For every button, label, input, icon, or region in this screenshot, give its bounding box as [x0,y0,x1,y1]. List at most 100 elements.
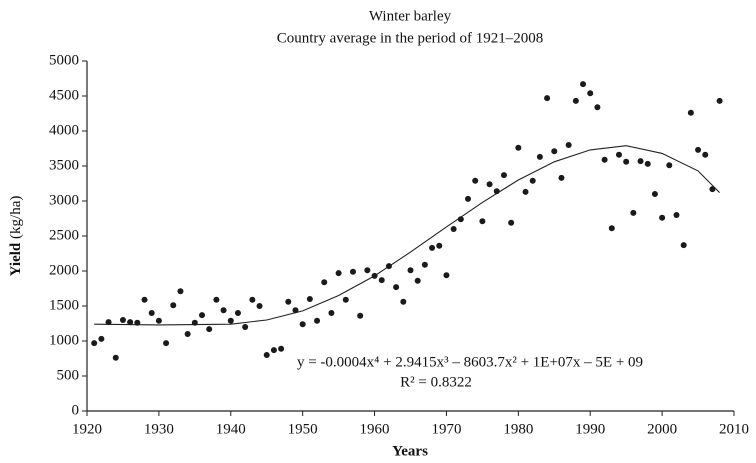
point [314,317,321,324]
y-tick-label: 3000 [49,192,79,208]
point [421,261,428,268]
point [278,345,285,352]
point [119,317,126,323]
point [155,317,162,324]
point [378,277,385,284]
point [256,303,263,309]
y-tick-label: 5000 [49,52,79,68]
point [393,284,400,291]
point [170,302,177,309]
point [364,267,371,274]
point [659,214,666,221]
point [385,263,392,270]
point [163,340,170,347]
point [615,151,622,158]
point [695,146,702,153]
point [558,174,565,181]
point [220,307,227,314]
point [335,270,342,277]
point [242,324,249,330]
x-tick-label: 1950 [288,421,318,437]
x-axis-label: Years [392,443,428,459]
x-tick-label: 1920 [72,421,102,437]
point [112,354,119,361]
point [544,95,551,102]
point [141,296,148,303]
point [177,288,184,295]
point [651,191,658,197]
point [515,144,522,151]
point [436,242,443,249]
point [457,216,464,223]
point [328,310,335,316]
point [292,307,299,314]
point [594,104,601,111]
y-tick-label: 0 [72,402,80,418]
chart-title: Winter barley [369,8,452,24]
r-squared: R² = 0.8322 [400,374,472,390]
y-label-unit: (kg/ha) [8,196,24,239]
chart-subtitle: Country average in the period of 1921–20… [277,30,544,46]
point [465,195,472,202]
y-tick-label: 500 [57,367,80,383]
equation: y = -0.0004x⁴ + 2.9415x³ – 8603.7x² + 1E… [297,354,643,370]
point [91,340,98,347]
point [572,97,579,104]
y-label-main: Yield [8,242,24,276]
point [493,188,500,195]
x-tick-label: 2000 [647,421,677,437]
point [630,209,637,216]
point [608,225,615,232]
point [357,312,364,319]
point [199,312,206,319]
y-tick-label: 4500 [49,87,79,103]
point [299,321,306,328]
x-tick-label: 1990 [575,421,605,437]
x-tick-label: 1980 [503,421,533,437]
x-tick-label: 1930 [144,421,174,437]
point [716,97,723,104]
point [709,186,716,193]
y-tick-label: 4000 [49,122,79,138]
point [134,319,141,326]
point [285,298,292,305]
x-tick-label: 1970 [431,421,461,437]
point [601,156,608,163]
point [191,319,198,326]
y-tick-label: 1000 [49,332,79,348]
y-tick-label: 1500 [49,297,79,313]
point [666,162,673,169]
x-tick-label: 1940 [216,421,246,437]
trendline [94,145,721,326]
point [623,158,630,165]
point [450,226,457,232]
point [472,177,479,184]
point [429,244,436,251]
point [234,310,241,316]
point [105,319,112,326]
y-axis-label: Yield (kg/ha) [8,196,24,277]
point [443,272,450,279]
point [673,212,680,218]
point [551,148,558,155]
point [500,172,507,179]
point [321,279,328,286]
x-tick-label: 1960 [360,421,390,437]
y-tick-label: 2000 [49,262,79,278]
point [486,181,493,188]
point [213,296,220,303]
x-tick-label: 2010 [719,421,749,437]
point [637,158,644,165]
point [529,177,536,184]
point [371,272,378,279]
point [565,142,572,148]
point [407,267,414,274]
point [702,151,709,158]
point [263,352,270,358]
point [249,296,256,303]
point [522,188,529,195]
point [227,317,234,324]
point [400,298,407,305]
point [479,218,486,225]
